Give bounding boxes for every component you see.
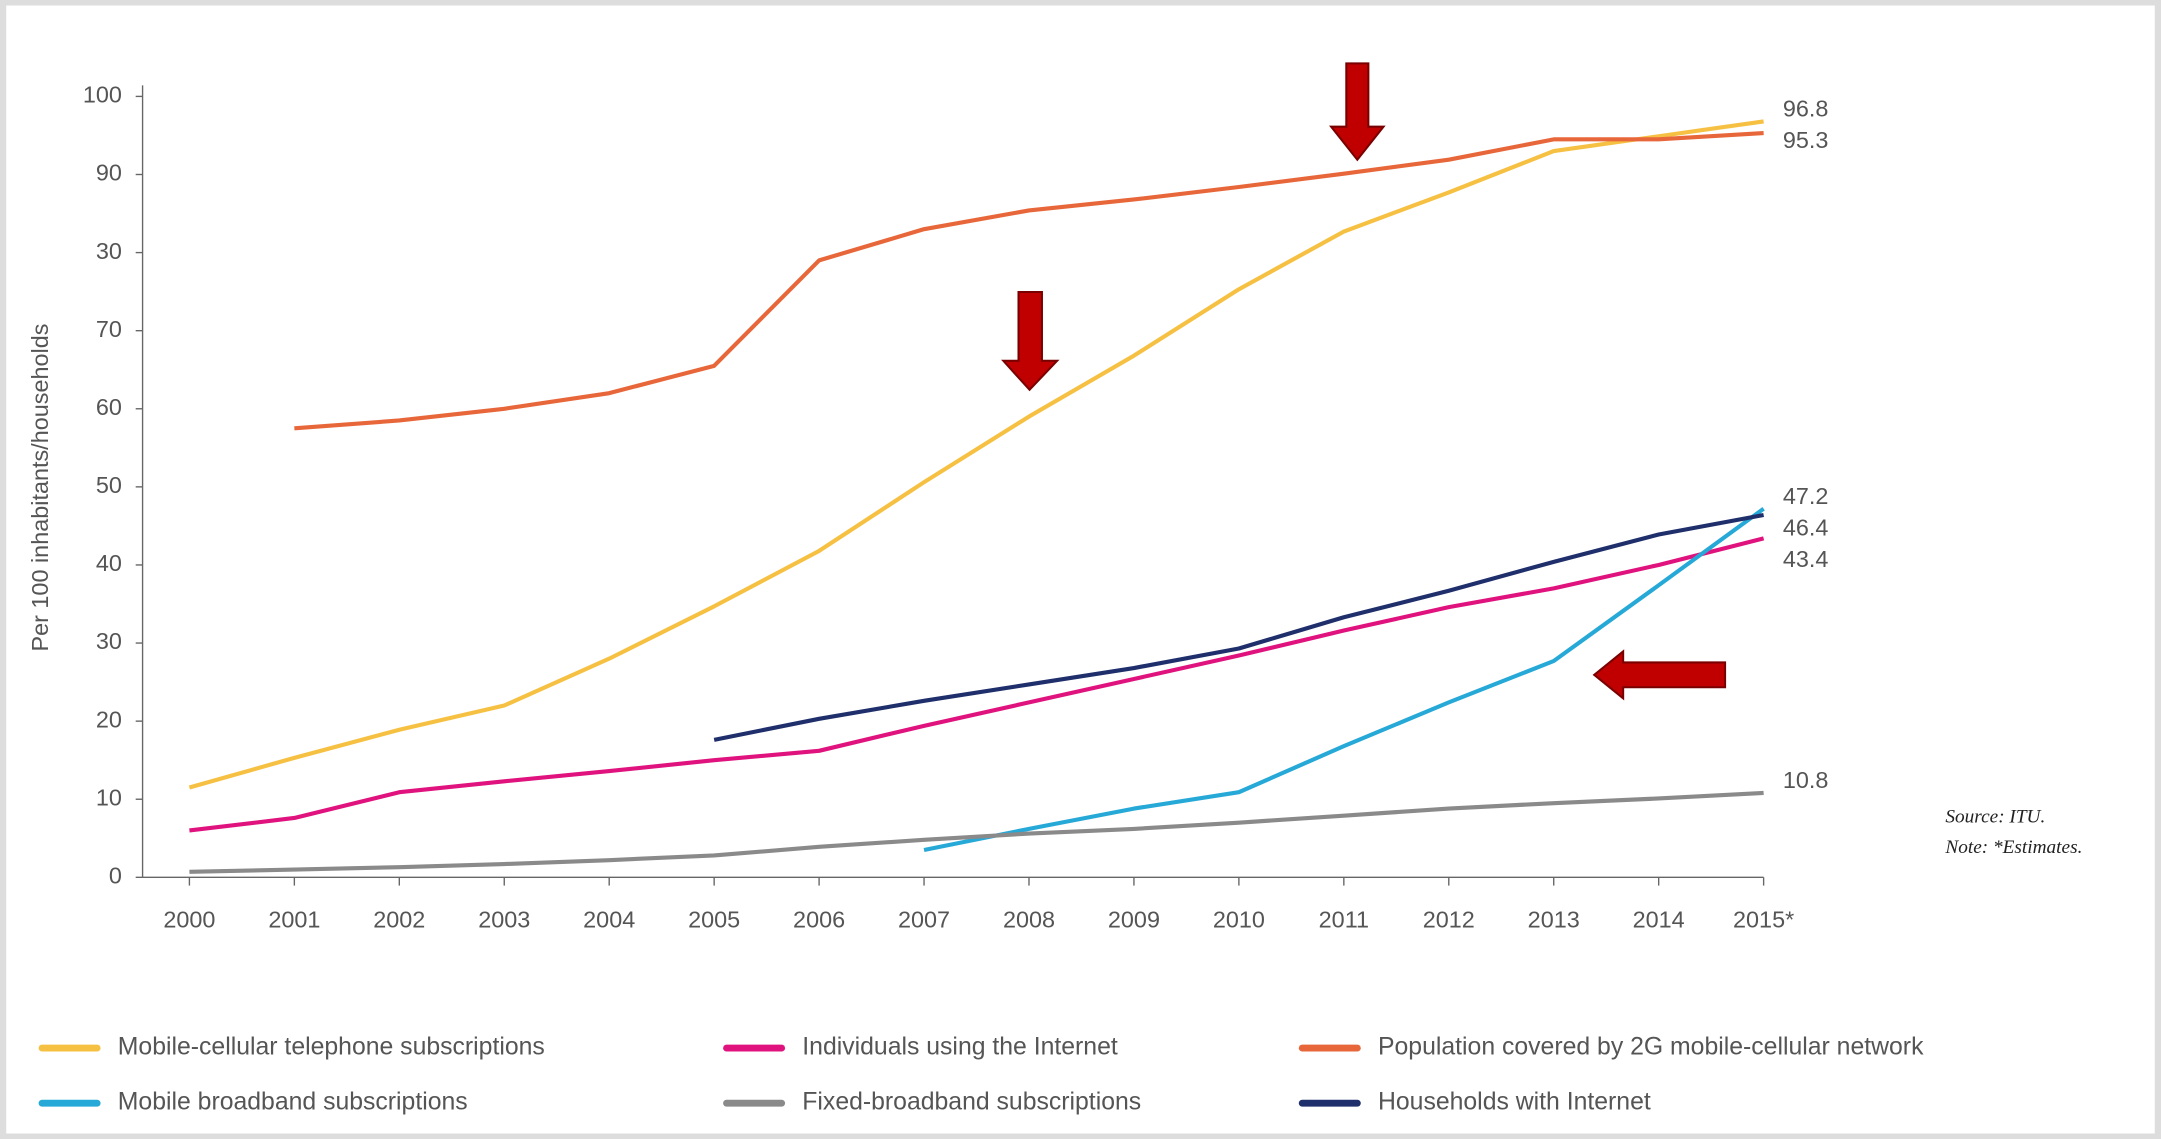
arrow	[1592, 649, 1727, 701]
legend-label: Mobile-cellular telephone subscriptions	[118, 1034, 545, 1061]
legend-label: Population covered by 2G mobile-cellular…	[1378, 1034, 1924, 1061]
estimate-note: Note: *Estimates.	[1944, 837, 2082, 858]
x-tick-label: 2000	[163, 907, 215, 933]
x-tick-label: 2007	[898, 907, 950, 933]
series-line	[188, 119, 1764, 790]
value-label: 47.2	[1783, 483, 1829, 509]
y-tick-label: 10	[96, 784, 122, 810]
series-line	[189, 790, 1764, 874]
source-note: Source: ITU.	[1945, 807, 2045, 828]
x-tick-label: 2006	[793, 907, 845, 933]
y-axis-title: Per 100 inhabitants/households	[27, 324, 53, 652]
y-tick-label: 50	[96, 472, 122, 498]
series-line	[713, 512, 1765, 742]
y-tick-label: 30	[96, 238, 122, 264]
value-label: 96.8	[1783, 96, 1829, 122]
y-tick-label: 70	[96, 316, 122, 342]
arrow	[1001, 290, 1060, 392]
y-tick-label: 30	[96, 628, 122, 654]
x-tick-label: 2005	[688, 907, 740, 933]
x-tick-label: 2010	[1213, 907, 1265, 933]
series-line	[294, 131, 1764, 431]
arrows	[1001, 62, 1727, 701]
x-tick-label: 2003	[478, 907, 530, 933]
series-line	[923, 507, 1765, 853]
x-tick-label: 2012	[1423, 907, 1475, 933]
y-tick-label: 100	[83, 82, 122, 108]
x-tick-label: 2001	[268, 907, 320, 933]
y-tick-label: 60	[96, 394, 122, 420]
x-tick-label: 2011	[1319, 907, 1369, 933]
x-tick-label: 2015*	[1733, 907, 1794, 933]
legend-label: Individuals using the Internet	[802, 1034, 1118, 1061]
value-label: 43.4	[1783, 546, 1829, 572]
x-tick-label: 2014	[1633, 907, 1685, 933]
x-tick-label: 2009	[1108, 907, 1160, 933]
y-tick-label: 40	[96, 550, 122, 576]
x-tick-label: 2004	[583, 907, 635, 933]
legend-label: Households with Internet	[1378, 1089, 1651, 1116]
value-label: 46.4	[1783, 515, 1829, 541]
x-tick-label: 2002	[373, 907, 425, 933]
x-tick-label: 2013	[1528, 907, 1580, 933]
y-tick-label: 90	[96, 160, 122, 186]
y-tick-label: 20	[96, 706, 122, 732]
value-label: 95.3	[1783, 127, 1829, 153]
legend-label: Fixed-broadband subscriptions	[802, 1089, 1141, 1116]
y-tick-label: 0	[109, 863, 122, 889]
legend-label: Mobile broadband subscriptions	[118, 1089, 468, 1116]
x-tick-label: 2008	[1003, 907, 1055, 933]
arrow	[1329, 62, 1386, 162]
series-line	[189, 536, 1765, 833]
value-label: 10.8	[1783, 767, 1829, 793]
